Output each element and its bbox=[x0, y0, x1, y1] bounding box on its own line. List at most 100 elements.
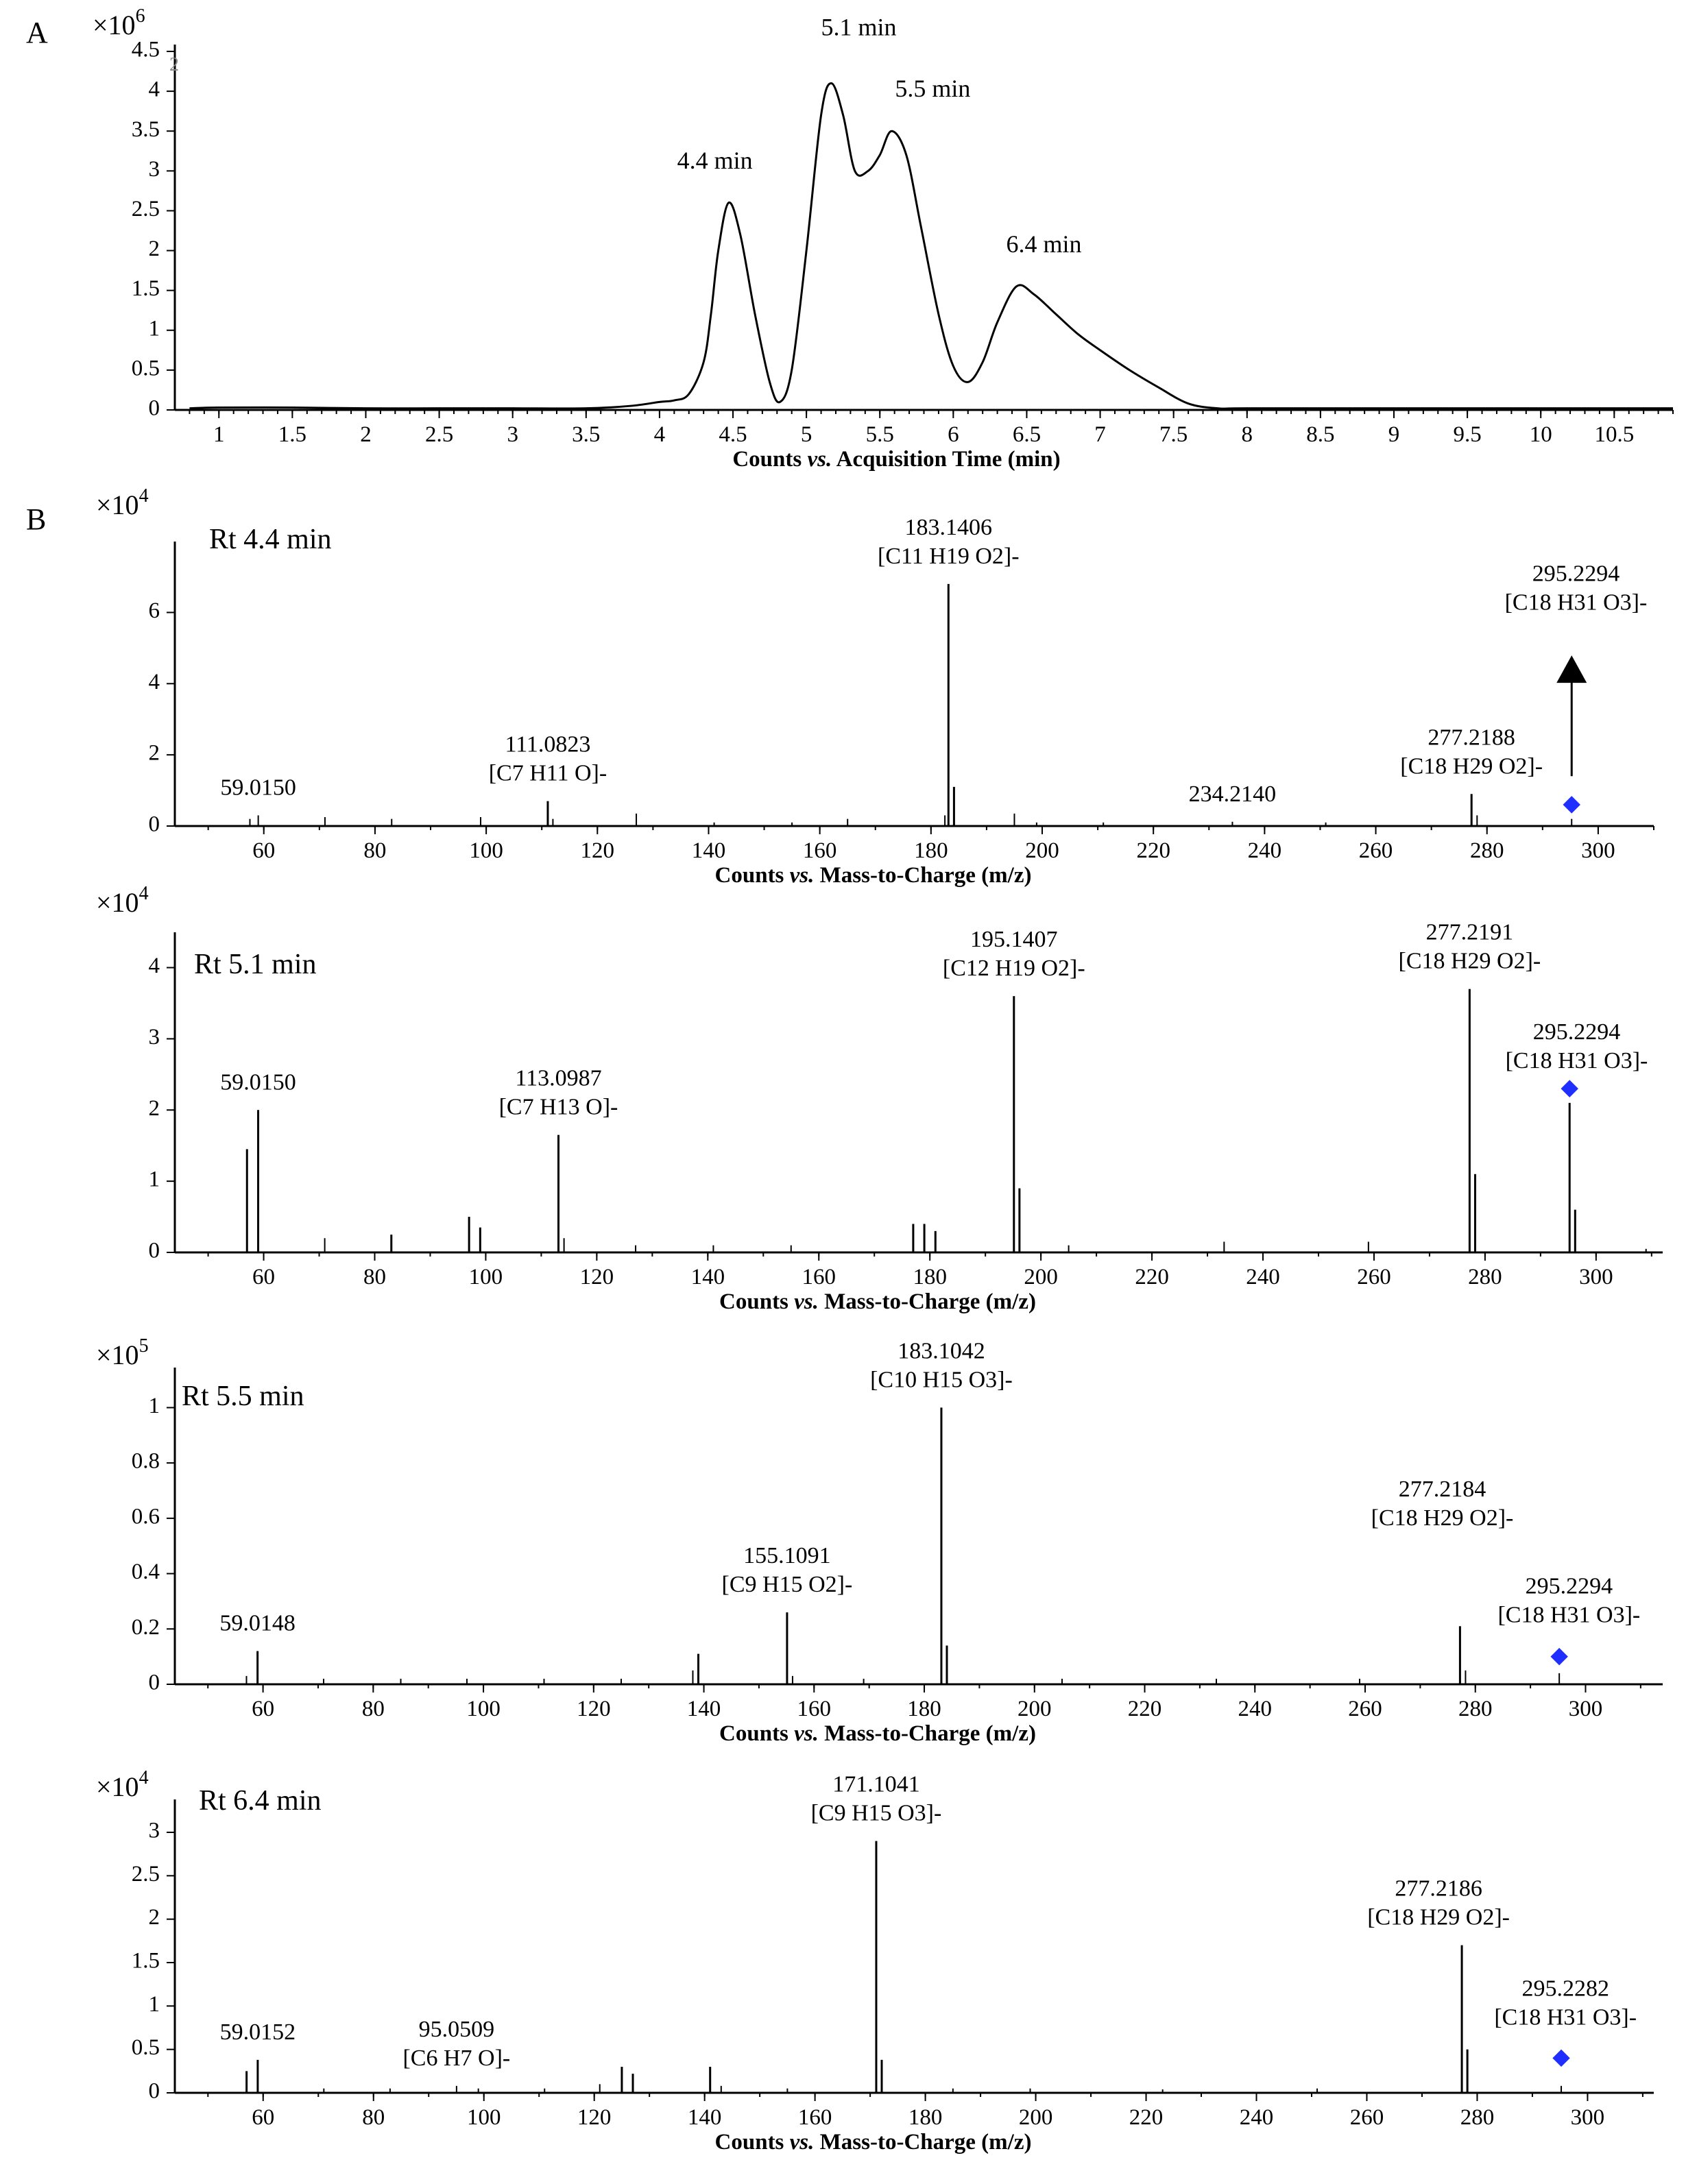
x-tick-label: 260 bbox=[1357, 1265, 1391, 1289]
peak-mz-label: 183.1042 bbox=[898, 1338, 985, 1363]
x-tick-label: 5 bbox=[801, 422, 812, 447]
peak-formula-label: [C18 H29 O2]- bbox=[1399, 949, 1541, 974]
x-axis-label: Counts vs. Mass-to-Charge (m/z) bbox=[715, 863, 1032, 888]
precursor-marker bbox=[1563, 796, 1580, 814]
peak-mz-label: 295.2294 bbox=[1533, 1019, 1621, 1045]
x-tick-label: 180 bbox=[907, 1697, 941, 1721]
y-tick-label: 0 bbox=[149, 2079, 160, 2104]
y-tick-label: 2.5 bbox=[132, 1862, 160, 1886]
x-tick-label: 1 bbox=[213, 422, 225, 447]
x-tick-label: 200 bbox=[1017, 1697, 1052, 1721]
x-tick-label: 200 bbox=[1025, 838, 1059, 863]
peak-annotation: 5.5 min bbox=[895, 75, 970, 102]
peak-mz-label: 195.1407 bbox=[970, 927, 1058, 952]
y-tick-label: 1.5 bbox=[132, 1949, 160, 1974]
x-axis-label: Counts vs. Mass-to-Charge (m/z) bbox=[719, 1289, 1036, 1314]
y-tick-label: 0.5 bbox=[132, 356, 160, 380]
peak-formula-label: [C7 H13 O]- bbox=[499, 1095, 618, 1120]
x-tick-label: 2.5 bbox=[425, 422, 453, 447]
peak-mz-label: 59.0150 bbox=[220, 775, 296, 800]
retention-time-label: Rt 5.5 min bbox=[182, 1381, 304, 1412]
peak-formula-label: [C18 H31 O3]- bbox=[1506, 1048, 1648, 1073]
chart-tic: 1 1.5 2 2.5 3 3.5 4 4.5 5 5.5 6 6.5 7 7.5 8 8.5 9 9.5 10 10… bbox=[93, 5, 1674, 472]
precursor-marker bbox=[1552, 2049, 1570, 2067]
y-tick-label: 6 bbox=[149, 598, 160, 623]
x-axis-label-part: Counts bbox=[719, 1289, 794, 1314]
x-axis-label-part: Counts bbox=[715, 863, 790, 888]
x-tick-label: 300 bbox=[1579, 1265, 1613, 1289]
x-tick-label: 120 bbox=[577, 2105, 612, 2130]
x-axis-label: Counts vs. Mass-to-Charge (m/z) bbox=[719, 1721, 1036, 1746]
peak-formula-label: [C18 H29 O2]- bbox=[1400, 753, 1543, 779]
peak-mz-label: 59.0152 bbox=[220, 2019, 296, 2045]
x-tick-label: 100 bbox=[469, 1265, 503, 1289]
precursor-marker bbox=[1561, 1080, 1578, 1097]
x-tick-label: 100 bbox=[467, 2105, 501, 2130]
y-tick-label: 0.8 bbox=[132, 1449, 160, 1474]
x-tick-label: 280 bbox=[1468, 1265, 1502, 1289]
x-axis-label-part: vs. bbox=[790, 863, 815, 888]
peak-mz-label: 277.2186 bbox=[1395, 1876, 1482, 1902]
x-axis-label-part: Mass-to-Charge (m/z) bbox=[819, 1721, 1036, 1746]
y-multiplier-base: ×10 bbox=[96, 489, 139, 520]
peak-mz-label: 277.2188 bbox=[1428, 725, 1515, 750]
peak-formula-label: [C10 H15 O3]- bbox=[870, 1367, 1013, 1392]
peak-mz-label: 183.1406 bbox=[905, 515, 993, 540]
x-axis-label-part: vs. bbox=[794, 1289, 819, 1314]
x-axis-label: Counts vs. Mass-to-Charge (m/z) bbox=[715, 2130, 1032, 2155]
y-tick-label: 3 bbox=[149, 1819, 160, 1843]
x-tick-label: 100 bbox=[466, 1697, 501, 1721]
y-tick-label: 2 bbox=[149, 1096, 160, 1121]
peak-formula-label: [C12 H19 O2]- bbox=[943, 956, 1085, 981]
y-tick-label: 1 bbox=[149, 1992, 160, 2017]
y-multiplier-exponent: 4 bbox=[139, 1767, 149, 1788]
charts-group: 1 1.5 2 2.5 3 3.5 4 4.5 5 5.5 6 6.5 7 7.5 8 8.5 9 9.5 10 10… bbox=[93, 5, 1674, 2155]
x-tick-label: 200 bbox=[1019, 2105, 1053, 2130]
x-tick-label: 7 bbox=[1094, 422, 1106, 447]
x-tick-label: 8.5 bbox=[1306, 422, 1334, 447]
y-tick-label: 3 bbox=[149, 1025, 160, 1049]
y-multiplier: ×104 bbox=[96, 485, 149, 520]
peak-mz-label: 59.0150 bbox=[220, 1069, 296, 1095]
x-tick-label: 6 bbox=[948, 422, 959, 447]
y-tick-label: 2.5 bbox=[132, 197, 160, 221]
y-tick-label: 0.4 bbox=[132, 1560, 160, 1584]
y-tick-label: 0 bbox=[149, 1239, 160, 1263]
retention-time-label: Rt 5.1 min bbox=[194, 949, 317, 980]
peak-mz-label: 95.0509 bbox=[419, 2017, 495, 2042]
peak-formula-label: [C11 H19 O2]- bbox=[878, 544, 1020, 569]
x-axis-label-part: Mass-to-Charge (m/z) bbox=[819, 1289, 1036, 1314]
x-tick-label: 120 bbox=[580, 1265, 614, 1289]
x-tick-label: 220 bbox=[1129, 2105, 1164, 2130]
peak-formula-label: [C18 H31 O3]- bbox=[1497, 1602, 1640, 1627]
y-multiplier-exponent: 5 bbox=[139, 1335, 149, 1357]
y-tick-label: 0 bbox=[149, 812, 160, 837]
tic-trace bbox=[189, 82, 1673, 410]
corner-mark: 2 bbox=[169, 54, 179, 75]
y-multiplier-base: ×10 bbox=[96, 1771, 139, 1802]
peak-formula-label: [C18 H29 O2]- bbox=[1367, 1905, 1510, 1930]
x-tick-label: 280 bbox=[1458, 1697, 1493, 1721]
x-tick-label: 60 bbox=[252, 2105, 274, 2130]
peak-mz-label: 295.2294 bbox=[1526, 1573, 1613, 1599]
peak-annotation: 4.4 min bbox=[677, 147, 753, 174]
peak-formula-label: [C6 H7 O]- bbox=[402, 2046, 510, 2071]
x-tick-label: 220 bbox=[1136, 838, 1170, 863]
x-tick-label: 180 bbox=[908, 2105, 943, 2130]
x-tick-label: 80 bbox=[363, 1265, 386, 1289]
y-tick-label: 1 bbox=[149, 1167, 160, 1192]
x-tick-label: 280 bbox=[1470, 838, 1504, 863]
peak-formula-label: [C18 H31 O3]- bbox=[1505, 590, 1648, 615]
chart-ms51: 60 80 100 120 140 160 180 200 220 240 260 280 300 0 1 2… bbox=[96, 883, 1663, 1314]
y-multiplier-exponent: 6 bbox=[136, 5, 145, 27]
x-tick-label: 3.5 bbox=[572, 422, 600, 447]
chart-ms44: 60 80 100 120 140 160 180 200 220 240 260 280 300 0 2 4… bbox=[96, 485, 1654, 888]
x-axis-label-part: vs. bbox=[790, 2130, 815, 2155]
x-tick-label: 6.5 bbox=[1013, 422, 1041, 447]
x-tick-label: 140 bbox=[688, 2105, 722, 2130]
x-tick-label: 180 bbox=[913, 1265, 947, 1289]
x-axis-label-part: Counts bbox=[719, 1721, 794, 1746]
x-tick-label: 180 bbox=[914, 838, 948, 863]
y-tick-label: 4.5 bbox=[132, 38, 160, 62]
peak-mz-label: 171.1041 bbox=[832, 1772, 920, 1797]
